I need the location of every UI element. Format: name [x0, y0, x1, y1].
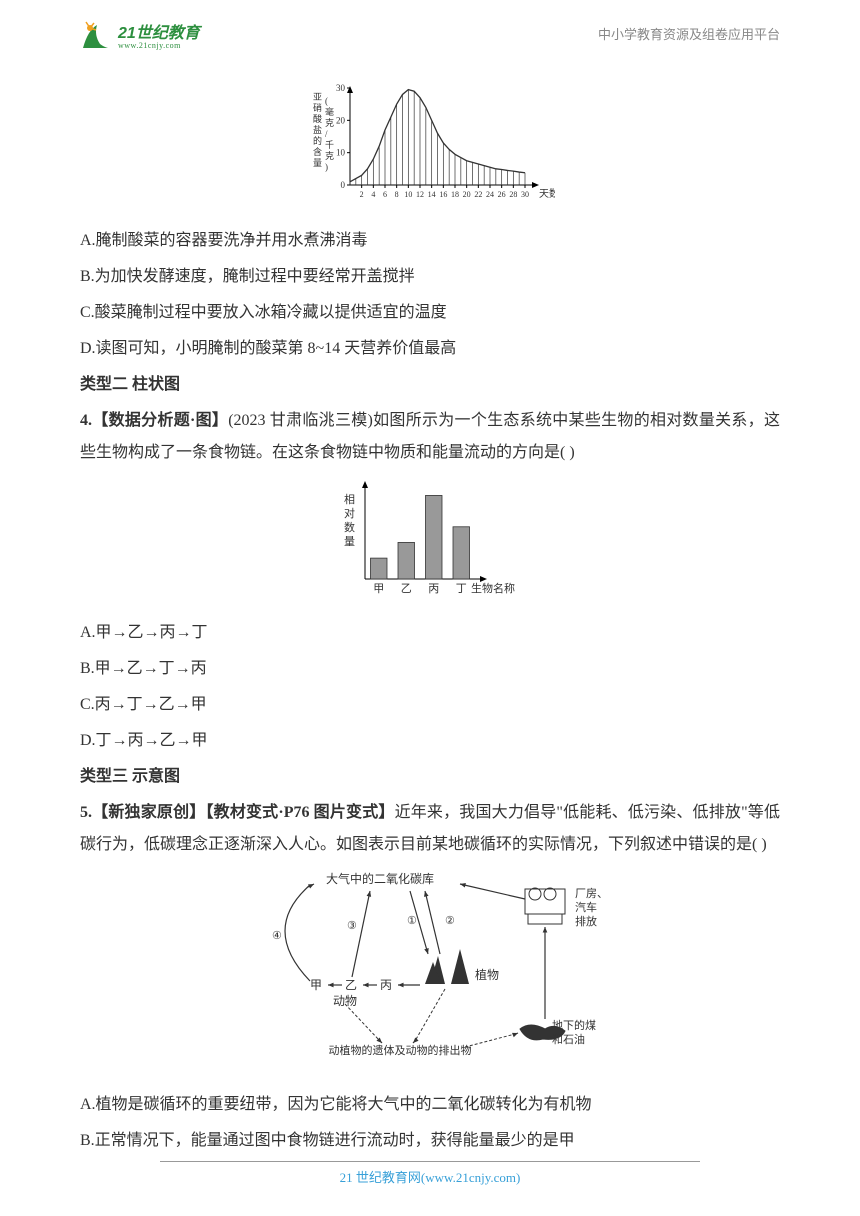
svg-text:/: / — [325, 129, 328, 139]
svg-text:汽车: 汽车 — [575, 900, 597, 914]
svg-text:①: ① — [407, 915, 417, 927]
svg-text:丙: 丙 — [428, 583, 439, 595]
svg-text:丁: 丁 — [456, 583, 467, 595]
q4-option-b: B.甲→乙→丁→丙 — [80, 653, 780, 685]
svg-text:克: 克 — [325, 118, 334, 128]
svg-text:12: 12 — [416, 190, 424, 199]
q5-option-b: B.正常情况下，能量通过图中食物链进行流动时，获得能量最少的是甲 — [80, 1125, 780, 1157]
q4-option-d: D.丁→丙→乙→甲 — [80, 725, 780, 757]
svg-text:30: 30 — [336, 83, 346, 93]
svg-text:24: 24 — [486, 190, 494, 199]
svg-text:千: 千 — [325, 140, 334, 150]
svg-text:乙: 乙 — [401, 582, 412, 595]
svg-text:植物: 植物 — [475, 967, 499, 982]
header-subtitle: 中小学教育资源及组卷应用平台 — [598, 22, 780, 48]
svg-text:④: ④ — [272, 930, 282, 942]
svg-text:20: 20 — [463, 190, 471, 199]
section-2-title: 类型二 柱状图 — [80, 369, 780, 401]
svg-text:酸: 酸 — [313, 114, 322, 124]
svg-text:4: 4 — [371, 190, 375, 199]
q3-option-b: B.为加快发酵速度，腌制过程中要经常开盖搅拌 — [80, 261, 780, 293]
svg-text:14: 14 — [428, 190, 436, 199]
svg-text:22: 22 — [474, 190, 482, 199]
svg-text:20: 20 — [336, 115, 346, 125]
svg-text:大气中的二氧化碳库: 大气中的二氧化碳库 — [326, 871, 434, 886]
svg-text:10: 10 — [404, 190, 412, 199]
svg-text:0: 0 — [341, 180, 346, 190]
q4-prefix: 4.【数据分析题·图】 — [80, 412, 228, 429]
svg-text:18: 18 — [451, 190, 459, 199]
biomass-bar-chart: 甲 乙 丙 丁 相对数量生物名称 — [80, 477, 780, 609]
svg-text:乙: 乙 — [345, 978, 357, 992]
q4-source: (2023 甘肃临洮三模) — [228, 412, 373, 429]
svg-text:的: 的 — [313, 135, 322, 146]
svg-text:生物名称: 生物名称 — [471, 581, 515, 595]
carbon-cycle-diagram: 大气中的二氧化碳库厂房、汽车排放植物 ② ① 甲 乙 丙动物 ③ ④ 动植物的遗体及动物的排出物… — [80, 869, 780, 1081]
svg-text:厂房、: 厂房、 — [575, 887, 608, 900]
svg-text:动物: 动物 — [333, 994, 357, 1008]
page-header: 21世纪教育 www.21cnjy.com 中小学教育资源及组卷应用平台 — [80, 20, 780, 50]
logo-icon — [80, 20, 114, 50]
svg-text:量: 量 — [313, 158, 322, 168]
q5-prefix: 5.【新独家原创】【教材变式·P76 图片变式】 — [80, 804, 395, 821]
svg-text:含: 含 — [313, 146, 322, 157]
svg-text:丙: 丙 — [380, 978, 392, 992]
svg-text:动植物的遗体及动物的排出物: 动植物的遗体及动物的排出物 — [329, 1043, 472, 1057]
svg-text:甲: 甲 — [373, 583, 384, 595]
footer-divider — [160, 1161, 700, 1162]
logo-url: www.21cnjy.com — [118, 42, 200, 50]
svg-text:天数: 天数 — [539, 187, 555, 200]
svg-text:8: 8 — [395, 190, 399, 199]
q3-option-a: A.腌制酸菜的容器要洗净并用水煮沸消毒 — [80, 225, 780, 257]
q3-option-d: D.读图可知，小明腌制的酸菜第 8~14 天营养价值最高 — [80, 333, 780, 365]
svg-text:克: 克 — [325, 151, 334, 161]
q4-stem: 4.【数据分析题·图】(2023 甘肃临洮三模)如图所示为一个生态系统中某些生物… — [80, 405, 780, 469]
svg-text:26: 26 — [498, 190, 506, 199]
svg-text:③: ③ — [347, 920, 357, 932]
content: 010203024681012141618202224262830亚硝酸盐的含量… — [80, 80, 780, 1157]
svg-text:②: ② — [445, 915, 455, 927]
svg-text:量: 量 — [344, 535, 355, 548]
svg-text:数: 数 — [344, 521, 355, 534]
logo-cn: 21世纪教育 — [118, 26, 200, 42]
svg-text:30: 30 — [521, 190, 529, 199]
svg-text:): ) — [325, 162, 328, 172]
svg-text:排放: 排放 — [575, 914, 597, 928]
q4-option-c: C.丙→丁→乙→甲 — [80, 689, 780, 721]
logo-text: 21世纪教育 www.21cnjy.com — [118, 26, 200, 50]
q4-option-a: A.甲→乙→丙→丁 — [80, 617, 780, 649]
logo: 21世纪教育 www.21cnjy.com — [80, 20, 200, 50]
svg-text:28: 28 — [509, 190, 517, 199]
svg-text:6: 6 — [383, 190, 387, 199]
svg-text:亚: 亚 — [313, 92, 322, 102]
svg-text:相: 相 — [344, 493, 355, 506]
section-3-title: 类型三 示意图 — [80, 761, 780, 793]
svg-text:和石油: 和石油 — [552, 1032, 585, 1046]
svg-text:10: 10 — [336, 148, 346, 158]
svg-text:硝: 硝 — [313, 102, 322, 113]
q5-stem: 5.【新独家原创】【教材变式·P76 图片变式】近年来，我国大力倡导"低能耗、低… — [80, 797, 780, 861]
svg-text:盐: 盐 — [313, 124, 322, 135]
q5-option-a: A.植物是碳循环的重要纽带，因为它能将大气中的二氧化碳转化为有机物 — [80, 1089, 780, 1121]
svg-text:(: ( — [325, 96, 328, 106]
svg-text:毫: 毫 — [325, 106, 334, 117]
footer: 21 世纪教育网(www.21cnjy.com) — [0, 1165, 860, 1191]
nitrite-chart: 010203024681012141618202224262830亚硝酸盐的含量… — [80, 80, 780, 217]
q3-option-c: C.酸菜腌制过程中要放入冰箱冷藏以提供适宜的温度 — [80, 297, 780, 329]
svg-text:甲: 甲 — [310, 978, 322, 992]
svg-text:对: 对 — [344, 506, 355, 520]
svg-text:2: 2 — [360, 190, 364, 199]
svg-text:16: 16 — [439, 190, 447, 199]
svg-text:地下的煤: 地下的煤 — [552, 1018, 596, 1032]
